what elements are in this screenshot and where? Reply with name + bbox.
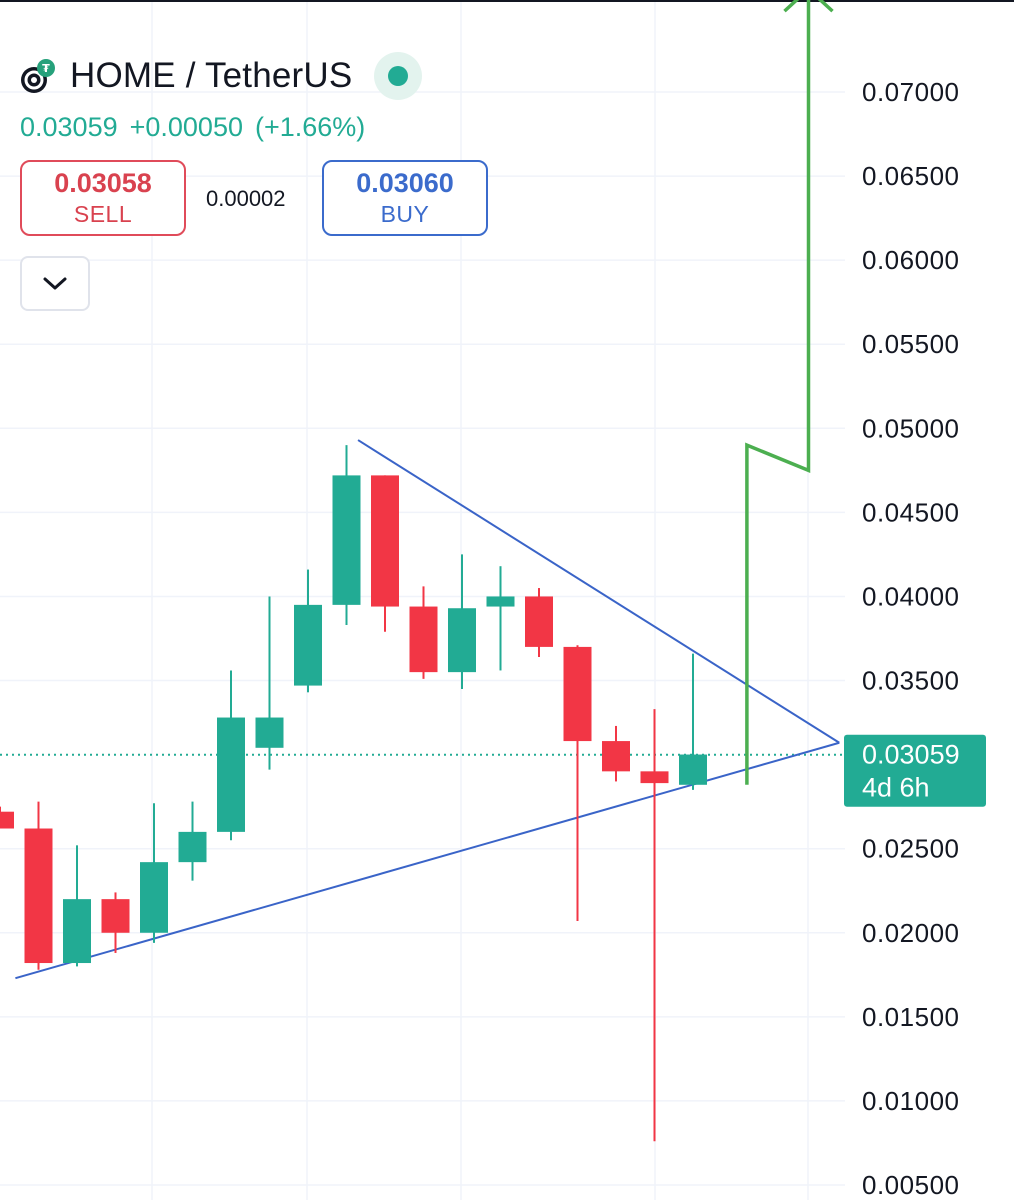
spread-value: 0.00002 — [206, 186, 286, 211]
candle-up — [679, 754, 707, 785]
candle-down — [563, 646, 592, 742]
candle-down — [640, 771, 669, 784]
y-axis-tick-label: 0.01500 — [862, 1002, 959, 1032]
price-change-row: 0.03059 +0.00050 (+1.66%) — [20, 112, 377, 143]
candle-up — [140, 862, 168, 933]
candle-down — [371, 475, 399, 607]
candle-down — [0, 811, 14, 829]
y-axis-tick-label: 0.06000 — [862, 245, 959, 275]
y-axis-tick-label: 0.04500 — [862, 497, 959, 527]
home-token-logo-icon: ₮ — [20, 58, 56, 94]
y-axis-tick-label: 0.06500 — [862, 161, 959, 191]
svg-text:₮: ₮ — [42, 62, 50, 75]
candle-down — [525, 596, 553, 647]
current-price-tag-value: 0.03059 — [862, 740, 960, 770]
candle-up — [448, 608, 476, 673]
collapse-toggle-button[interactable] — [20, 256, 90, 311]
candle-up — [294, 604, 322, 686]
candle-up — [178, 831, 207, 863]
y-axis-tick-label: 0.03500 — [862, 666, 959, 696]
sell-label: SELL — [73, 201, 133, 227]
candle-countdown: 4d 6h — [862, 773, 930, 803]
projection-arrowhead — [783, 0, 834, 13]
candle-up — [63, 899, 91, 964]
buy-label: BUY — [380, 201, 430, 227]
y-axis-tick-label: 0.01000 — [862, 1086, 959, 1116]
y-axis-tick-label: 0.00500 — [862, 1170, 959, 1200]
y-axis-tick-label: 0.02000 — [862, 918, 959, 948]
price-change: +0.00050 — [129, 112, 243, 142]
y-axis-tick-label: 0.04000 — [862, 581, 959, 611]
last-price: 0.03059 — [20, 112, 118, 142]
candle-up — [255, 717, 284, 748]
live-status-indicator — [374, 52, 423, 100]
buy-price: 0.03060 — [356, 168, 454, 198]
candle-up — [486, 596, 515, 607]
sell-button[interactable]: 0.03058 SELL — [20, 160, 186, 236]
candle-down — [602, 741, 630, 772]
sell-price: 0.03058 — [54, 168, 152, 198]
trendline — [15, 741, 840, 980]
current-price-tag — [844, 734, 986, 807]
candle-down — [409, 606, 438, 673]
y-axis-tick-label: 0.05000 — [862, 413, 959, 443]
candle-down — [101, 899, 130, 933]
symbol-header: ₮ HOME / TetherUS — [20, 52, 423, 100]
candle-down — [24, 828, 53, 964]
buy-button[interactable]: 0.03060 BUY — [322, 160, 488, 236]
y-axis-tick-label: 0.05500 — [862, 329, 959, 359]
trendline — [357, 439, 840, 744]
candle-up — [332, 475, 361, 605]
projection-path — [745, 0, 811, 785]
live-dot-icon — [388, 66, 409, 86]
symbol-title[interactable]: HOME / TetherUS — [70, 56, 353, 95]
price-change-percent: (+1.66%) — [254, 112, 366, 142]
y-axis-tick-label: 0.07000 — [862, 77, 959, 107]
y-axis-tick-label: 0.02500 — [862, 834, 959, 864]
candle-up — [217, 717, 245, 832]
chevron-down-icon — [43, 277, 67, 289]
